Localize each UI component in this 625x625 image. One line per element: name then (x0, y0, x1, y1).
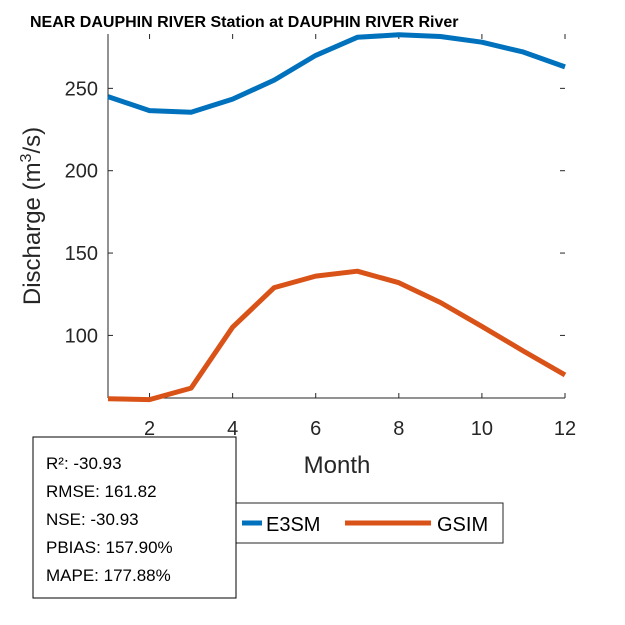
plot-area: 2 4 6 8 10 12 100 150 200 250 (65, 32, 576, 440)
y-axis-label-suffix: /s) (19, 127, 46, 154)
x-tick-label: 6 (310, 418, 321, 440)
y-axis-label-superscript: 3 (18, 153, 35, 162)
stat-mape: MAPE: 177.88% (46, 566, 171, 585)
x-tick-label: 12 (554, 418, 576, 440)
stat-rmse: RMSE: 161.82 (46, 482, 157, 501)
stats-box-frame (32, 436, 237, 599)
x-tick-label: 4 (227, 418, 238, 440)
y-axis-label-main: Discharge (m (19, 162, 46, 305)
x-tick-label: 2 (144, 418, 155, 440)
stats-box: R²: -30.93 RMSE: 161.82 NSE: -30.93 PBIA… (32, 436, 237, 599)
series-lines (107, 32, 567, 403)
x-axis-label: Month (304, 452, 371, 479)
y-tick-label: 150 (65, 243, 98, 265)
series-line-gsim (107, 268, 567, 403)
x-tick-label: 10 (471, 418, 493, 440)
y-axis-label: Discharge (m3/s) (18, 127, 46, 305)
y-tick-label: 100 (65, 325, 98, 347)
stat-pbias: PBIAS: 157.90% (46, 538, 173, 557)
legend-label-gsim: GSIM (437, 514, 488, 536)
series-line-e3sm (107, 32, 566, 115)
y-tick-label: 200 (65, 161, 98, 183)
x-ticks: 2 4 6 8 10 12 (144, 34, 576, 440)
stat-r2: R²: -30.93 (46, 454, 122, 473)
legend-label-e3sm: E3SM (266, 514, 320, 536)
chart-title: NEAR DAUPHIN RIVER Station at DAUPHIN RI… (30, 14, 459, 31)
x-tick-label: 8 (393, 418, 404, 440)
stat-nse: NSE: -30.93 (46, 510, 139, 529)
y-tick-label: 250 (65, 78, 98, 100)
legend: E3SM GSIM (232, 502, 504, 544)
y-ticks: 100 150 200 250 (65, 78, 565, 347)
